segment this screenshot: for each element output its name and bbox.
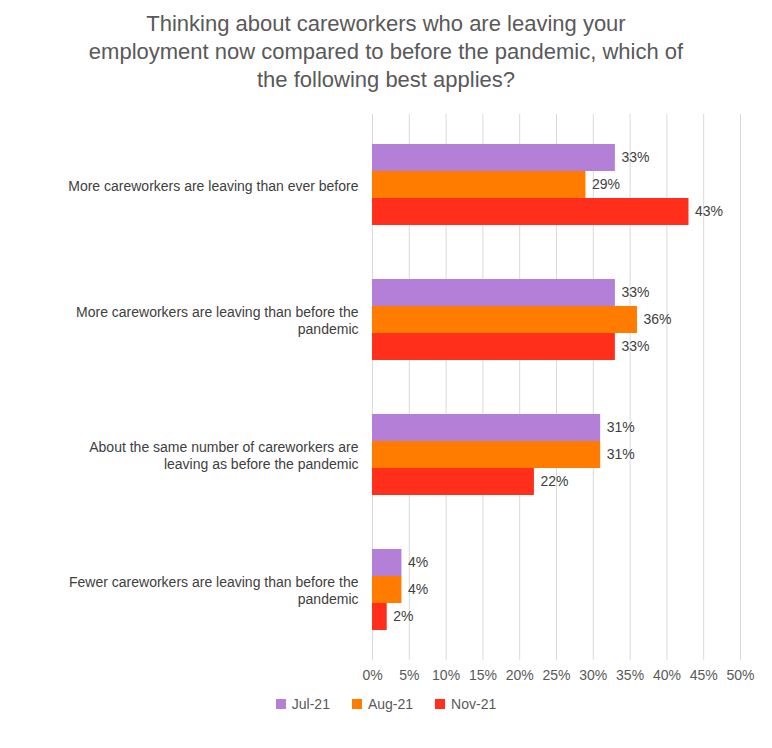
svg-text:25%: 25% xyxy=(542,667,570,683)
html-text:Jul-21: Jul-21 xyxy=(291,696,330,712)
svg-text:10%: 10% xyxy=(432,667,460,683)
svg-text:35%: 35% xyxy=(616,667,644,683)
svg-text:More careworkers are leaving t: More careworkers are leaving than before… xyxy=(76,304,359,338)
svg-text:2%: 2% xyxy=(393,608,413,624)
html-text:Thinking about careworkers who: Thinking about careworkers who are leavi… xyxy=(88,11,684,92)
svg-text:About the same number of carew: About the same number of careworkers are… xyxy=(89,439,358,473)
svg-text:0%: 0% xyxy=(362,667,382,683)
svg-text:20%: 20% xyxy=(506,667,534,683)
svg-text:33%: 33% xyxy=(621,149,649,165)
svg-text:29%: 29% xyxy=(592,176,620,192)
svg-text:43%: 43% xyxy=(695,203,723,219)
svg-text:33%: 33% xyxy=(621,284,649,300)
svg-text:45%: 45% xyxy=(690,667,718,683)
svg-text:31%: 31% xyxy=(607,446,635,462)
svg-text:More careworkers are leaving t: More careworkers are leaving than ever b… xyxy=(68,178,358,194)
svg-text:36%: 36% xyxy=(643,311,671,327)
svg-text:30%: 30% xyxy=(579,667,607,683)
svg-text:15%: 15% xyxy=(469,667,497,683)
svg-text:5%: 5% xyxy=(399,667,419,683)
svg-text:Fewer careworkers are leaving: Fewer careworkers are leaving than befor… xyxy=(69,574,359,608)
svg-text:4%: 4% xyxy=(408,554,428,570)
svg-text:31%: 31% xyxy=(607,419,635,435)
svg-text:4%: 4% xyxy=(408,581,428,597)
svg-text:33%: 33% xyxy=(621,338,649,354)
html-text:Aug-21: Aug-21 xyxy=(367,696,414,712)
svg-text:40%: 40% xyxy=(653,667,681,683)
svg-text:22%: 22% xyxy=(540,473,568,489)
html-text:Nov-21: Nov-21 xyxy=(451,696,497,712)
svg-text:50%: 50% xyxy=(726,667,754,683)
